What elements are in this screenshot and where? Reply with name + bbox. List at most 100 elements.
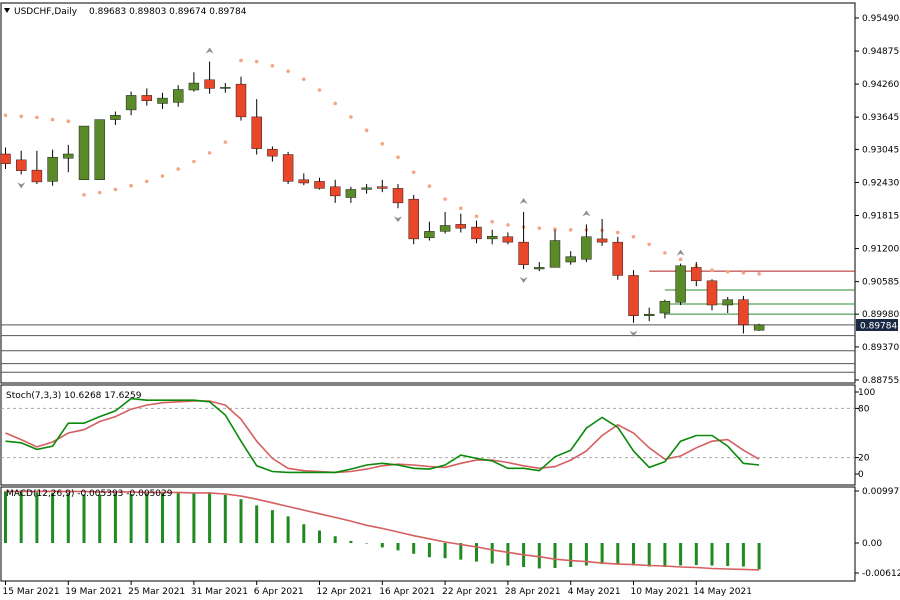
- candle-body: [644, 313, 655, 316]
- sar-dot: [553, 227, 557, 232]
- date-label: 4 May 2021: [568, 587, 621, 597]
- sar-dot: [223, 140, 228, 144]
- candle-body: [314, 181, 325, 189]
- candle-body: [78, 125, 90, 180]
- candle-body: [141, 95, 153, 101]
- macd-tick-label: 0.00: [862, 539, 882, 549]
- candle-body: [596, 238, 608, 243]
- price-tick-label: 0.89980: [862, 310, 899, 320]
- axes-layer: 0.95490 0.94875 0.94260 0.93645 0.93045 0.924…: [3, 14, 900, 597]
- candle-body: [235, 83, 247, 118]
- candle-body: [204, 79, 215, 89]
- date-label: 31 Mar 2021: [191, 587, 248, 597]
- candle-body: [220, 87, 231, 89]
- sar-dot: [506, 223, 510, 227]
- candle-body: [298, 179, 309, 184]
- price-tick-label: 0.93645: [862, 113, 899, 123]
- price-tick-label: 0.90585: [862, 278, 899, 288]
- sar-dot: [741, 270, 746, 275]
- date-label: 19 Mar 2021: [65, 587, 122, 597]
- sar-dot: [757, 272, 761, 276]
- sar-dot: [411, 170, 416, 175]
- fractal-arrow-icon: [17, 182, 26, 189]
- sar-dot: [725, 269, 730, 274]
- candle-body: [172, 89, 184, 103]
- sar-dot: [710, 268, 714, 272]
- sar-dot: [207, 151, 212, 155]
- candle-body: [345, 189, 357, 198]
- sar-dot: [66, 119, 71, 123]
- stochastic-layer: [1, 397, 855, 474]
- candle-body: [424, 231, 435, 239]
- fractal-arrow-icon: [519, 277, 528, 284]
- candle-body: [0, 153, 11, 164]
- candle-body: [471, 226, 482, 240]
- price-tick-label: 0.89370: [862, 343, 899, 353]
- price-tick-label: 0.95490: [862, 14, 899, 24]
- candle-body: [251, 116, 262, 149]
- candle-body: [455, 224, 466, 229]
- price-panel-frame: [0, 2, 856, 384]
- price-tick-label: 0.91815: [862, 212, 899, 222]
- candle-body: [361, 187, 372, 190]
- price-tick-label: 0.94260: [862, 80, 899, 90]
- candle-body: [94, 119, 105, 180]
- candle-body: [753, 324, 765, 331]
- macd-panel-frame: [0, 486, 856, 582]
- stoch-tick-label: 0: [858, 470, 864, 480]
- sar-dot: [349, 115, 353, 119]
- sar-dot: [192, 159, 196, 164]
- sar-dot: [396, 155, 400, 160]
- fractal-arrow-icon: [519, 198, 528, 205]
- candle-body: [31, 169, 43, 183]
- sar-dot: [97, 190, 102, 195]
- sar-dot: [82, 193, 86, 197]
- stochastic-panel-frame: [0, 384, 856, 486]
- price-tick-label: 0.91200: [862, 245, 899, 255]
- sar-dot: [270, 64, 275, 68]
- candle-body: [439, 225, 451, 232]
- candle-body: [722, 299, 733, 306]
- macd-layer: [4, 490, 761, 571]
- candle-body: [63, 153, 74, 159]
- date-label: 14 May 2021: [693, 587, 752, 597]
- candle-body: [518, 241, 529, 265]
- date-label: 12 Apr 2021: [317, 587, 373, 597]
- parabolic-sar-layer: [3, 58, 761, 276]
- date-label: 22 Apr 2021: [442, 587, 498, 597]
- price-tick-label: 0.94875: [862, 47, 899, 57]
- symbol-header: USDCHF,Daily 0.89683 0.89803 0.89674 0.8…: [4, 7, 247, 17]
- sar-dot: [19, 114, 24, 119]
- collapse-arrow-icon[interactable]: [4, 8, 10, 13]
- sar-dot: [113, 187, 118, 192]
- candle-body: [267, 148, 278, 157]
- stoch-signal-line: [5, 400, 760, 474]
- date-label: 15 Mar 2021: [3, 587, 60, 597]
- fractal-markers-layer: [17, 47, 685, 337]
- sar-dot: [443, 197, 447, 201]
- candle-body: [47, 157, 58, 182]
- stochastic-label: Stoch(7,3,3) 10.6268 17.6259: [6, 391, 142, 401]
- sar-dot: [333, 101, 338, 106]
- fractal-arrow-icon: [676, 249, 685, 256]
- ohlc-values: 0.89683 0.89803 0.89674 0.89784: [89, 7, 247, 17]
- stoch-tick-label: 20: [858, 454, 870, 464]
- candle-body: [282, 154, 294, 182]
- stoch-tick-label: 100: [858, 388, 875, 398]
- date-label: 6 Apr 2021: [254, 587, 304, 597]
- sar-dot: [239, 58, 243, 63]
- sar-dot: [286, 69, 290, 74]
- sar-dot: [490, 219, 495, 224]
- sar-dot: [254, 59, 259, 64]
- stoch-tick-label: 80: [858, 404, 870, 414]
- sar-dot: [663, 251, 667, 255]
- candle-body: [330, 186, 341, 197]
- candle-body: [377, 186, 388, 189]
- candle-body: [16, 159, 27, 171]
- candle-body: [549, 240, 561, 268]
- date-label: 10 May 2021: [631, 587, 690, 597]
- fractal-arrow-icon: [205, 47, 214, 54]
- sar-dot: [616, 230, 620, 235]
